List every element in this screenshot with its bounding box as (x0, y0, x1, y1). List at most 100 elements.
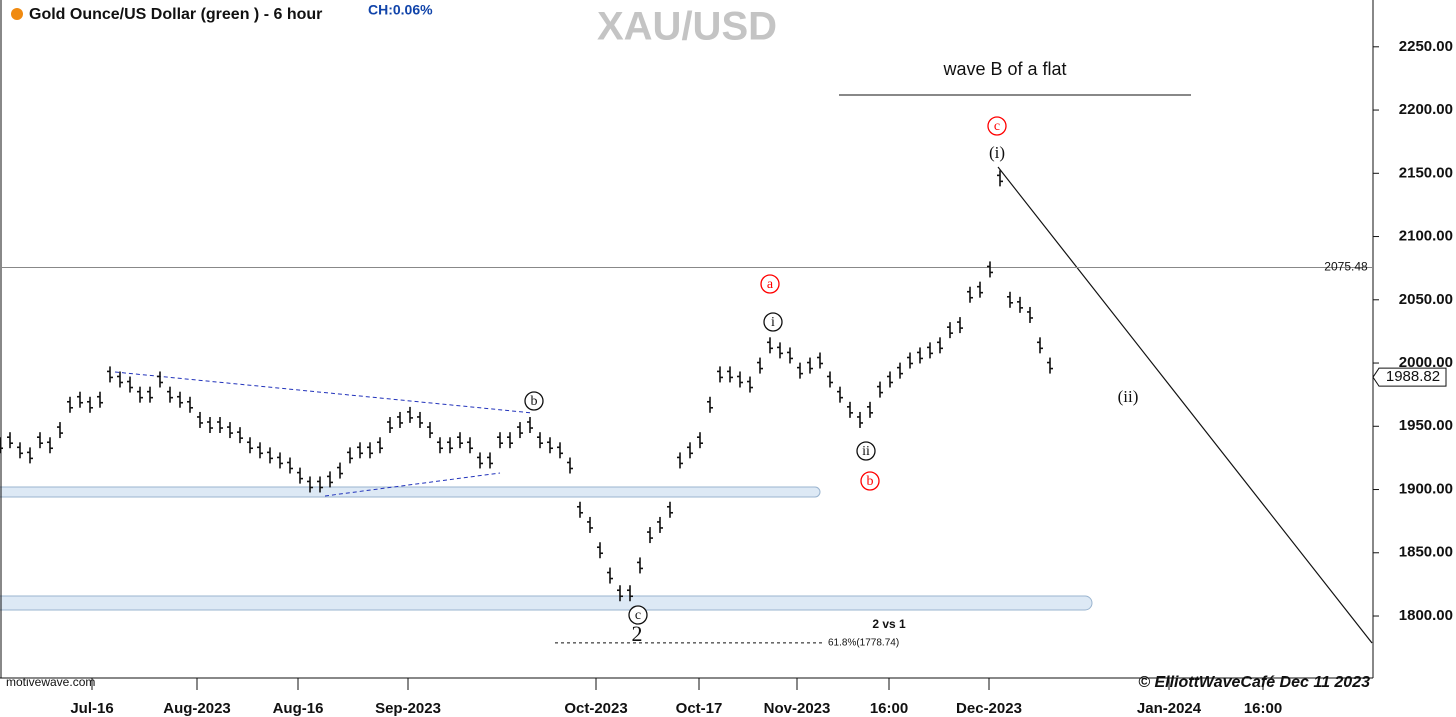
price-bar (267, 447, 273, 464)
price-bar (697, 432, 703, 449)
price-bar (417, 411, 423, 428)
wave-label: b (531, 394, 538, 409)
price-bar (997, 170, 1003, 187)
price-bar (957, 317, 963, 334)
price-bar (607, 567, 613, 584)
heading: wave B of a flat (942, 59, 1066, 79)
wave-label: b (867, 474, 874, 489)
price-bar (687, 442, 693, 459)
wave-circle (860, 471, 880, 491)
symbol: XAU/USD (597, 5, 777, 49)
x-tick-label: 16:00 (1244, 700, 1282, 717)
y-tick-label: 2000.00 (1399, 354, 1453, 371)
source: motivewave.com (6, 675, 95, 689)
price-bar (737, 371, 743, 388)
price-bar (1017, 296, 1023, 313)
price-bar (917, 347, 923, 364)
wave-label: 2 (632, 621, 643, 646)
price-bar (1027, 306, 1033, 323)
price-bar (477, 452, 483, 469)
y-tick-label: 1900.00 (1399, 480, 1453, 497)
price-bar (667, 501, 673, 518)
price-bar (197, 411, 203, 428)
y-tick-label: 1850.00 (1399, 544, 1453, 561)
price-bar (557, 442, 563, 459)
x-tick-label: Jul-16 (70, 700, 113, 717)
price-bar (37, 432, 43, 449)
price-bar (337, 462, 343, 479)
price-bar (397, 411, 403, 428)
last-price-label: 1988.82 (1386, 368, 1440, 385)
price-bar (887, 371, 893, 388)
price-bar (637, 557, 643, 574)
price-bar (97, 391, 103, 408)
price-bar (77, 391, 83, 408)
price-bar (547, 437, 553, 454)
price-bar (327, 471, 333, 488)
price-bar (867, 401, 873, 418)
wave-circle (760, 274, 780, 294)
wave-label: (ii) (1118, 387, 1139, 406)
x-tick-label: Oct-2023 (564, 700, 627, 717)
price-bar (927, 342, 933, 359)
price-bar (747, 376, 753, 393)
y-tick-label: 1950.00 (1399, 417, 1453, 434)
y-tick-label: 2100.00 (1399, 228, 1453, 245)
x-tick-label: Nov-2023 (764, 700, 831, 717)
price-bar (387, 417, 393, 434)
change: CH:0.06% (368, 2, 433, 18)
wave-label: a (767, 277, 774, 292)
price-bar (87, 396, 93, 413)
x-tick-label: Oct-17 (676, 700, 723, 717)
price-bar (507, 432, 513, 449)
price-bar (587, 516, 593, 533)
price-bar (457, 432, 463, 449)
y-tick-label: 2150.00 (1399, 164, 1453, 181)
price-bar (317, 476, 323, 493)
price-bar (427, 422, 433, 439)
price-bar (857, 411, 863, 428)
price-bar (297, 467, 303, 484)
price-bar (247, 437, 253, 454)
price-bar (567, 457, 573, 474)
support-zone (0, 486, 821, 498)
wave-label: (i) (989, 143, 1005, 162)
price-bar (0, 437, 3, 454)
price-bar (537, 432, 543, 449)
credit: © ElliottWaveCafé Dec 11 2023 (1138, 674, 1370, 691)
price-bar (817, 352, 823, 369)
price-bar (1037, 337, 1043, 354)
price-bar (727, 366, 733, 383)
price-bar (307, 476, 313, 493)
price-bar (47, 437, 53, 454)
trend-line (324, 472, 501, 497)
last-price-box (1372, 367, 1447, 387)
price-bar (827, 371, 833, 388)
price-bar (187, 396, 193, 413)
price-bar (517, 422, 523, 439)
price-bar (897, 362, 903, 379)
price-bar (677, 452, 683, 469)
price-bar (947, 322, 953, 339)
price-bar (137, 386, 143, 403)
wave-label: c (994, 119, 1000, 134)
price-bar (527, 417, 533, 434)
price-bar (647, 527, 653, 544)
reference-label: 2075.48 (1324, 260, 1368, 274)
price-bar (497, 432, 503, 449)
price-bar (837, 386, 843, 403)
price-bar (937, 337, 943, 354)
x-tick-label: Dec-2023 (956, 700, 1022, 717)
x-tick-label: Aug-16 (273, 700, 324, 717)
wave-circle (763, 312, 783, 332)
price-bar (227, 422, 233, 439)
price-bar (67, 396, 73, 413)
price-bar (447, 437, 453, 454)
price-bar (357, 442, 363, 459)
price-bar (127, 376, 133, 393)
price-bar (277, 452, 283, 469)
note: 2 vs 1 (872, 617, 906, 631)
price-bar (147, 386, 153, 403)
